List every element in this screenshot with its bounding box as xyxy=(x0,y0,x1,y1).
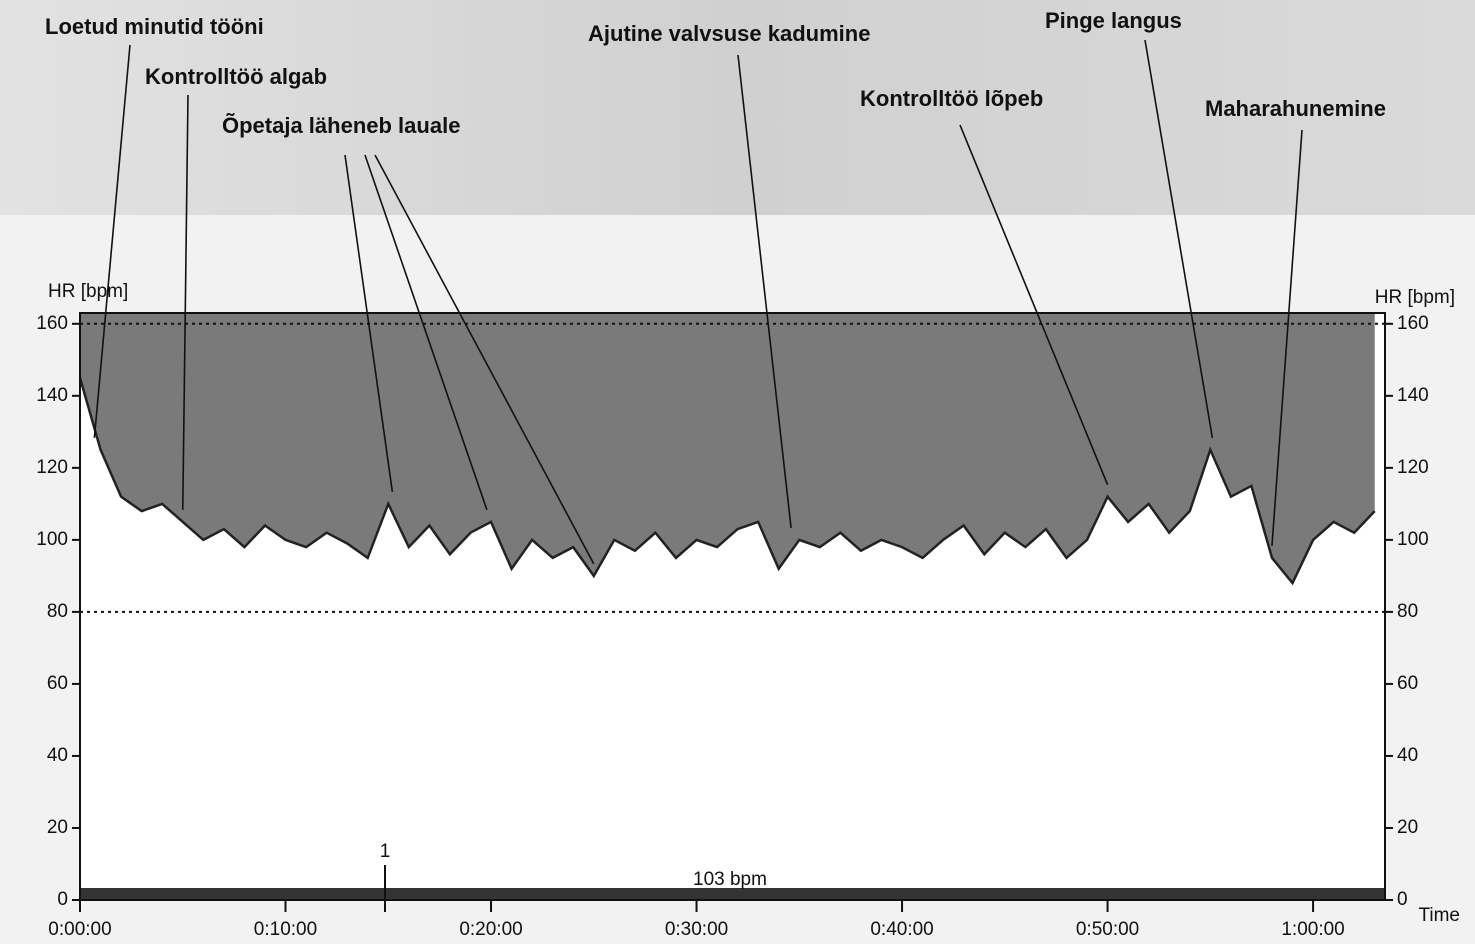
annotation-label: Pinge langus xyxy=(1045,8,1182,33)
y-tick-label: 120 xyxy=(36,457,68,478)
x-tick-label: 0:20:00 xyxy=(459,919,522,940)
y2-tick-label: 100 xyxy=(1397,529,1429,550)
y2-tick-label: 160 xyxy=(1397,313,1429,334)
y-tick-label: 160 xyxy=(36,313,68,334)
annotation-pointer xyxy=(181,94,189,510)
x-tick-label: 0:10:00 xyxy=(254,919,317,940)
plot-frame xyxy=(79,312,1386,901)
x-tick-label: 0:00:00 xyxy=(48,919,111,940)
annotation-pointer xyxy=(737,54,792,528)
y2-tick-label: 20 xyxy=(1397,817,1418,838)
y-tick-label: 0 xyxy=(57,889,68,910)
y2-tick-label: 40 xyxy=(1397,745,1418,766)
annotation-pointer xyxy=(93,44,131,438)
annotation-label: Kontrolltöö lõpeb xyxy=(860,86,1043,111)
y-tick-label: 100 xyxy=(36,529,68,550)
annotation-pointer xyxy=(959,124,1109,485)
y2-axis-label: HR [bpm] xyxy=(1375,287,1455,308)
mean-label: 103 bpm xyxy=(693,869,767,890)
y-tick-label: 140 xyxy=(36,385,68,406)
marker-label: 1 xyxy=(380,841,391,862)
annotation-pointer xyxy=(364,154,488,511)
annotation-label: Loetud minutid tööni xyxy=(45,14,264,39)
annotation-label: Ajutine valvsuse kadumine xyxy=(588,21,870,46)
x-tick-label: 0:50:00 xyxy=(1076,919,1139,940)
y-tick-label: 80 xyxy=(47,601,68,622)
annotation-label: Õpetaja läheneb lauale xyxy=(222,113,460,138)
x-tick-label: 0:30:00 xyxy=(665,919,728,940)
y-tick-label: 60 xyxy=(47,673,68,694)
y2-tick-label: 140 xyxy=(1397,385,1429,406)
annotation-pointer xyxy=(1271,129,1303,546)
y-tick-label: 20 xyxy=(47,817,68,838)
y2-tick-label: 120 xyxy=(1397,457,1429,478)
bottom-band xyxy=(80,888,1385,900)
x-axis-label: Time xyxy=(1418,905,1460,926)
annotation-label: Maharahunemine xyxy=(1205,96,1386,121)
x-tick-label: 1:00:00 xyxy=(1281,919,1344,940)
annotation-pointer xyxy=(374,154,595,565)
y-tick-label: 40 xyxy=(47,745,68,766)
annotation-label: Kontrolltöö algab xyxy=(145,64,327,89)
y2-tick-label: 80 xyxy=(1397,601,1418,622)
y2-tick-label: 0 xyxy=(1397,889,1408,910)
x-tick-label: 0:40:00 xyxy=(870,919,933,940)
hr-line xyxy=(78,377,1376,586)
annotation-pointer xyxy=(1144,39,1214,438)
background-photo xyxy=(0,0,1475,215)
trace-shading xyxy=(80,313,1375,584)
y2-tick-label: 60 xyxy=(1397,673,1418,694)
y-axis-label: HR [bpm] xyxy=(48,281,128,302)
annotation-pointer xyxy=(344,154,394,492)
